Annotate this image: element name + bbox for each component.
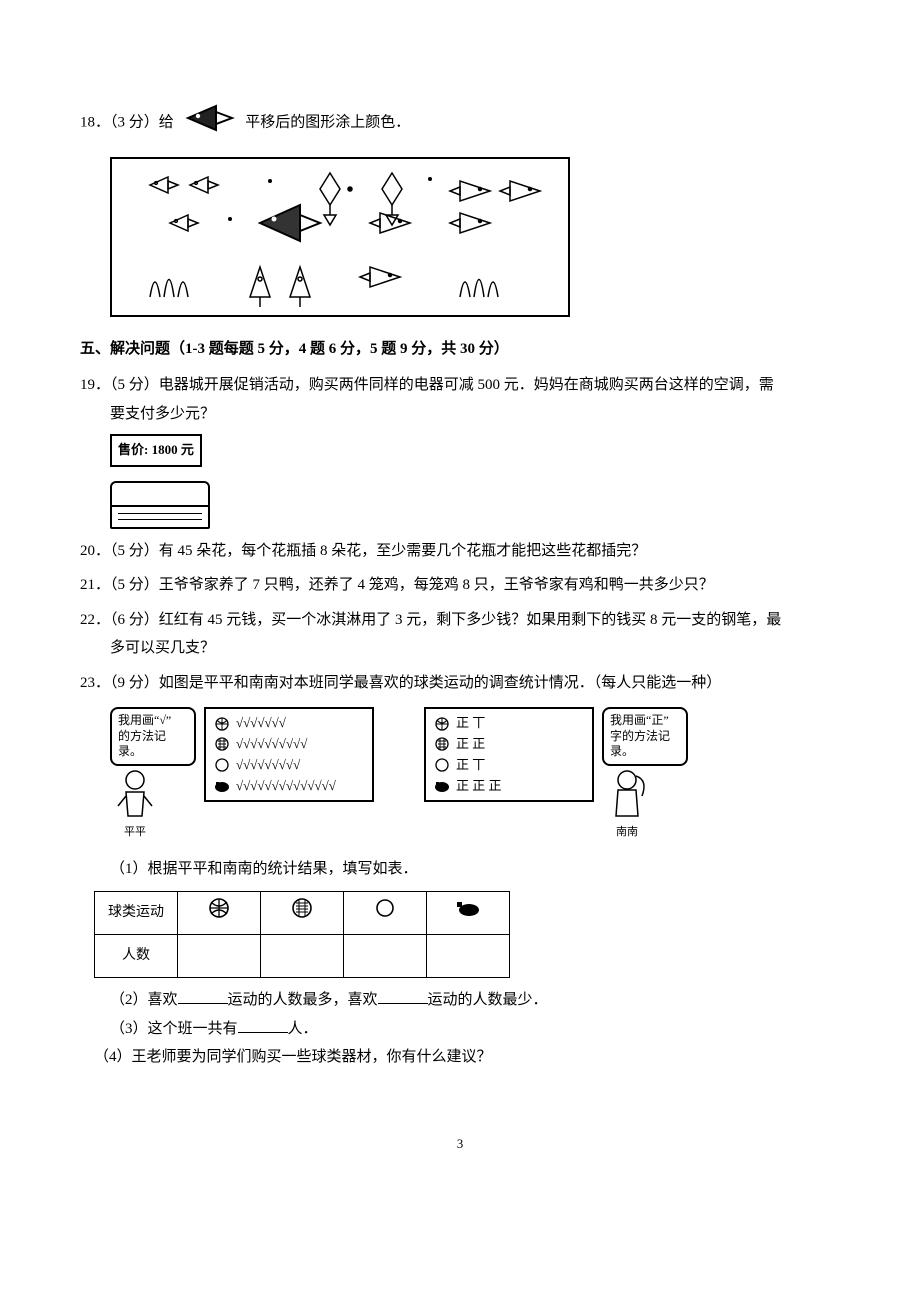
basketball-icon	[178, 892, 261, 935]
fish-icon	[182, 100, 238, 147]
table-header-count: 人数	[95, 935, 178, 978]
speech-bubble-right: 我用画“正” 字的方法记录。	[602, 707, 688, 766]
q23-sub3: （3）这个班一共有人．	[80, 1015, 840, 1044]
kid-left-icon: 平平	[110, 766, 160, 843]
q18-figure	[110, 157, 570, 317]
q23-sub4: （4）王老师要为同学们购买一些球类器材，你有什么建议？	[80, 1043, 840, 1072]
q23-intro: 23．（9 分）如图是平平和南南对本班同学最喜欢的球类运动的调查统计情况．（每人…	[80, 669, 840, 698]
blank-input[interactable]	[238, 1017, 288, 1033]
q18-tail: 平移后的图形涂上颜色．	[245, 115, 410, 131]
survey-table: 球类运动 人数	[94, 891, 510, 978]
q23-sub2: （2）喜欢运动的人数最多，喜欢运动的人数最少．	[80, 986, 840, 1015]
blank-input[interactable]	[378, 988, 428, 1004]
q22-line1: 22．（6 分）红红有 45 元钱，买一个冰淇淋用了 3 元，剩下多少钱？如果用…	[80, 606, 840, 635]
question-22: 22．（6 分）红红有 45 元钱，买一个冰淇淋用了 3 元，剩下多少钱？如果用…	[80, 606, 840, 663]
question-19: 19．（5 分）电器城开展促销活动，购买两件同样的电器可减 500 元．妈妈在商…	[80, 371, 840, 531]
q18-label: 18．（3 分）给	[80, 115, 174, 131]
q22-line2: 多可以买几支？	[80, 634, 840, 663]
air-conditioner-icon	[110, 471, 210, 531]
table-header-sport: 球类运动	[95, 892, 178, 935]
q19-line1: 19．（5 分）电器城开展促销活动，购买两件同样的电器可减 500 元．妈妈在商…	[80, 371, 840, 400]
kid-right-icon: 南南	[602, 766, 652, 843]
table-cell[interactable]	[344, 935, 427, 978]
volleyball-icon	[261, 892, 344, 935]
question-21: 21．（5 分）王爷爷家养了 7 只鸭，还养了 4 笼鸡，每笼鸡 8 只，王爷爷…	[80, 571, 840, 600]
pingpong-icon	[344, 892, 427, 935]
tally-right: 正 丅 正 正 正 丅 正 正 正	[424, 707, 594, 802]
survey-right-panel: 正 丅 正 正 正 丅 正 正 正 我用画“正” 字的方法记录。 南南	[424, 707, 688, 843]
table-cell[interactable]	[261, 935, 344, 978]
table-cell[interactable]	[427, 935, 510, 978]
blank-input[interactable]	[178, 988, 228, 1004]
q23-sub1: （1）根据平平和南南的统计结果，填写如表．	[80, 855, 840, 884]
question-18: 18．（3 分）给 平移后的图形涂上颜色．	[80, 100, 840, 147]
survey-left-panel: 我用画“√” 的方法记录。 平平 √√√√√√√ √√√√√√√√√√ √√√√…	[110, 707, 374, 843]
speech-bubble-left: 我用画“√” 的方法记录。	[110, 707, 196, 766]
question-20: 20．（5 分）有 45 朵花，每个花瓶插 8 朵花，至少需要几个花瓶才能把这些…	[80, 537, 840, 566]
page-number: 3	[80, 1132, 840, 1157]
q23-figure: 我用画“√” 的方法记录。 平平 √√√√√√√ √√√√√√√√√√ √√√√…	[110, 707, 840, 843]
table-cell[interactable]	[178, 935, 261, 978]
section-5-title: 五、解决问题（1-3 题每题 5 分，4 题 6 分，5 题 9 分，共 30 …	[80, 335, 840, 364]
badminton-icon	[427, 892, 510, 935]
q19-line2: 要支付多少元？	[80, 400, 840, 429]
question-23: 23．（9 分）如图是平平和南南对本班同学最喜欢的球类运动的调查统计情况．（每人…	[80, 669, 840, 1072]
price-tag: 售价: 1800 元	[110, 434, 202, 467]
tally-left: √√√√√√√ √√√√√√√√√√ √√√√√√√√√ √√√√√√√√√√√…	[204, 707, 374, 802]
